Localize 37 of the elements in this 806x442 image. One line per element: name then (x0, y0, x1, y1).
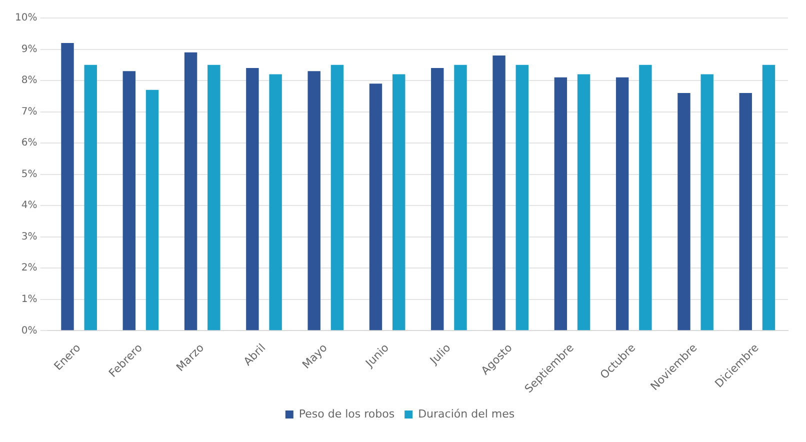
bar (122, 71, 136, 330)
y-tick-label: 8% (21, 75, 38, 86)
bar (700, 74, 714, 330)
bar (577, 74, 590, 330)
bar (84, 64, 97, 330)
y-tick-label: 0% (21, 325, 38, 336)
bar (146, 90, 159, 330)
bar (392, 74, 406, 330)
bar (554, 77, 568, 330)
bar (639, 64, 652, 330)
bar (492, 56, 506, 330)
y-tick-label: 6% (21, 138, 38, 149)
bar (330, 64, 344, 330)
bar (616, 77, 629, 330)
legend-label: Duración del mes (418, 407, 515, 420)
y-tick-label: 4% (21, 200, 38, 212)
y-tick-label: 10% (14, 12, 38, 24)
bar (246, 68, 259, 330)
bar (308, 71, 320, 330)
bar (269, 74, 282, 330)
bar (208, 64, 220, 330)
y-tick-label: 2% (21, 262, 38, 274)
y-tick-label: 5% (21, 168, 38, 180)
legend-label: Peso de los robos (298, 407, 395, 420)
bar (762, 64, 776, 330)
bar (369, 84, 382, 330)
bar (431, 68, 444, 330)
y-tick-label: 1% (21, 294, 38, 306)
y-tick-label: 3% (21, 231, 38, 242)
bar (678, 93, 690, 330)
y-tick-label: 9% (21, 44, 38, 55)
bar (516, 64, 528, 330)
y-tick-label: 7% (21, 106, 38, 118)
bar (61, 43, 74, 330)
bar (184, 52, 198, 330)
bar (739, 93, 752, 330)
bar (454, 64, 467, 330)
